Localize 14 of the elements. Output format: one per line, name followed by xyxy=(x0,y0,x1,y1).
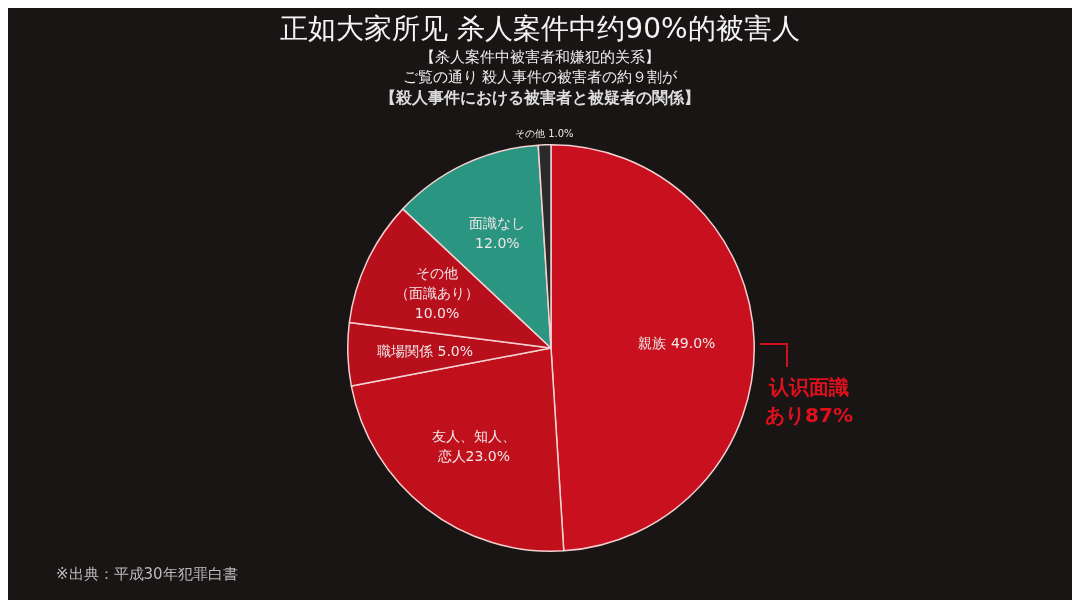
slice-label: 職場関係 5.0% xyxy=(377,342,474,359)
text: ご覧の通り 殺人事件の被害者の約９割が xyxy=(401,68,679,87)
slice-label: 親族 49.0% xyxy=(638,334,716,351)
chart-subtitle: 【杀人案件中被害者和嫌犯的关系】 xyxy=(419,48,661,67)
slice-label: その他（面識あり） xyxy=(394,264,479,301)
category-label: その他 1.0% xyxy=(515,128,574,140)
data-label: 10.0% xyxy=(414,304,460,321)
text: ※出典：平成30年犯罪白書 xyxy=(56,565,238,584)
slice-label: 面識なし xyxy=(469,214,526,231)
slice-label: 友人、知人、恋人23.0% xyxy=(431,428,516,465)
data-label: 12.0% xyxy=(475,234,520,251)
text: 正如大家所见 杀人案件中约90%的被害人 xyxy=(279,11,801,47)
chart-title: 【殺人事件における被害者と被疑者の関係】 xyxy=(379,88,701,109)
text: 认识面識あり87% xyxy=(764,374,854,429)
